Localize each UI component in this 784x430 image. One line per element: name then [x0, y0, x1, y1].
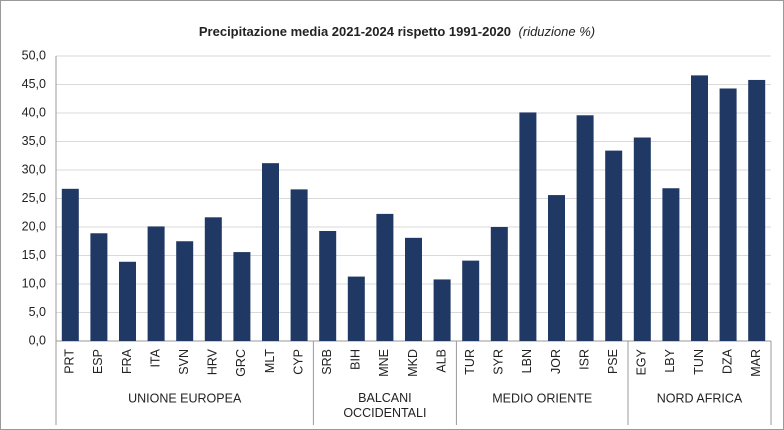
x-tick-label: MNE: [377, 349, 391, 377]
x-tick-label: BIH: [349, 349, 363, 370]
bar: [347, 276, 365, 341]
bar: [147, 226, 165, 341]
bar: [462, 260, 480, 341]
x-tick-label: HRV: [206, 348, 220, 375]
chart-title: Precipitazione media 2021-2024 rispetto …: [199, 24, 511, 39]
bar: [576, 115, 594, 341]
bar: [748, 79, 766, 341]
x-tick-label: ISR: [577, 349, 591, 370]
bar: [519, 112, 537, 342]
y-tick-label: 45,0: [22, 77, 46, 91]
chart-subtitle: (riduzione %): [519, 24, 596, 39]
y-tick-label: 10,0: [22, 276, 46, 290]
x-tick-label: CYP: [291, 349, 305, 375]
y-tick-label: 30,0: [22, 162, 46, 176]
x-tick-label: SVN: [177, 349, 191, 375]
x-tick-label: TUN: [692, 349, 706, 375]
bar: [233, 252, 251, 341]
x-tick-label: PRT: [63, 349, 77, 374]
bar: [662, 188, 680, 341]
x-tick-label: JOR: [549, 349, 563, 374]
chart-title-group: Precipitazione media 2021-2024 rispetto …: [199, 24, 595, 39]
bar: [119, 261, 136, 341]
bar: [376, 213, 394, 341]
x-tick-label: ESP: [91, 349, 105, 374]
bar: [633, 137, 651, 341]
bar: [719, 88, 737, 342]
x-tick-label: MAR: [749, 349, 763, 377]
x-tick-label: PSE: [606, 349, 620, 374]
bar: [691, 75, 708, 341]
group-label: BALCANI OCCIDENTALI: [343, 391, 426, 420]
x-tick-label: EGY: [635, 348, 649, 375]
y-tick-label: 35,0: [22, 134, 46, 148]
y-tick-label: 0,0: [29, 333, 46, 347]
x-tick-label: ITA: [148, 348, 162, 367]
group-label: UNIONE EUROPEA: [128, 391, 242, 405]
y-tick-label: 25,0: [22, 191, 46, 205]
x-tick-label: LBN: [520, 349, 534, 373]
x-tick-label: ALB: [434, 349, 448, 373]
bar: [176, 241, 194, 341]
bar: [405, 237, 422, 341]
bar: [490, 227, 508, 341]
bar: [262, 163, 279, 341]
x-tick-label: TUR: [463, 349, 477, 375]
group-label: NORD AFRICA: [657, 391, 743, 405]
x-tick-label: DZA: [720, 348, 734, 374]
bar: [290, 189, 308, 341]
x-tick-label: LBY: [663, 348, 677, 372]
x-tick-label: SYR: [492, 349, 506, 375]
y-tick-label: 40,0: [22, 105, 46, 119]
bar: [61, 188, 79, 341]
x-tick-label: SRB: [320, 349, 334, 375]
bar: [204, 217, 222, 341]
x-tick-label: MKD: [406, 349, 420, 377]
bar: [605, 150, 623, 341]
group-label: MEDIO ORIENTE: [492, 391, 592, 405]
x-tick-label: FRA: [120, 348, 134, 374]
bar: [548, 195, 565, 341]
bar: [319, 230, 337, 341]
bar: [433, 279, 451, 341]
y-tick-label: 20,0: [22, 219, 46, 233]
y-tick-label: 15,0: [22, 248, 46, 262]
y-tick-label: 5,0: [29, 305, 46, 319]
y-tick-label: 50,0: [22, 48, 46, 62]
x-tick-label: GRC: [234, 349, 248, 377]
x-tick-label: MLT: [263, 349, 277, 373]
bar: [90, 233, 108, 341]
